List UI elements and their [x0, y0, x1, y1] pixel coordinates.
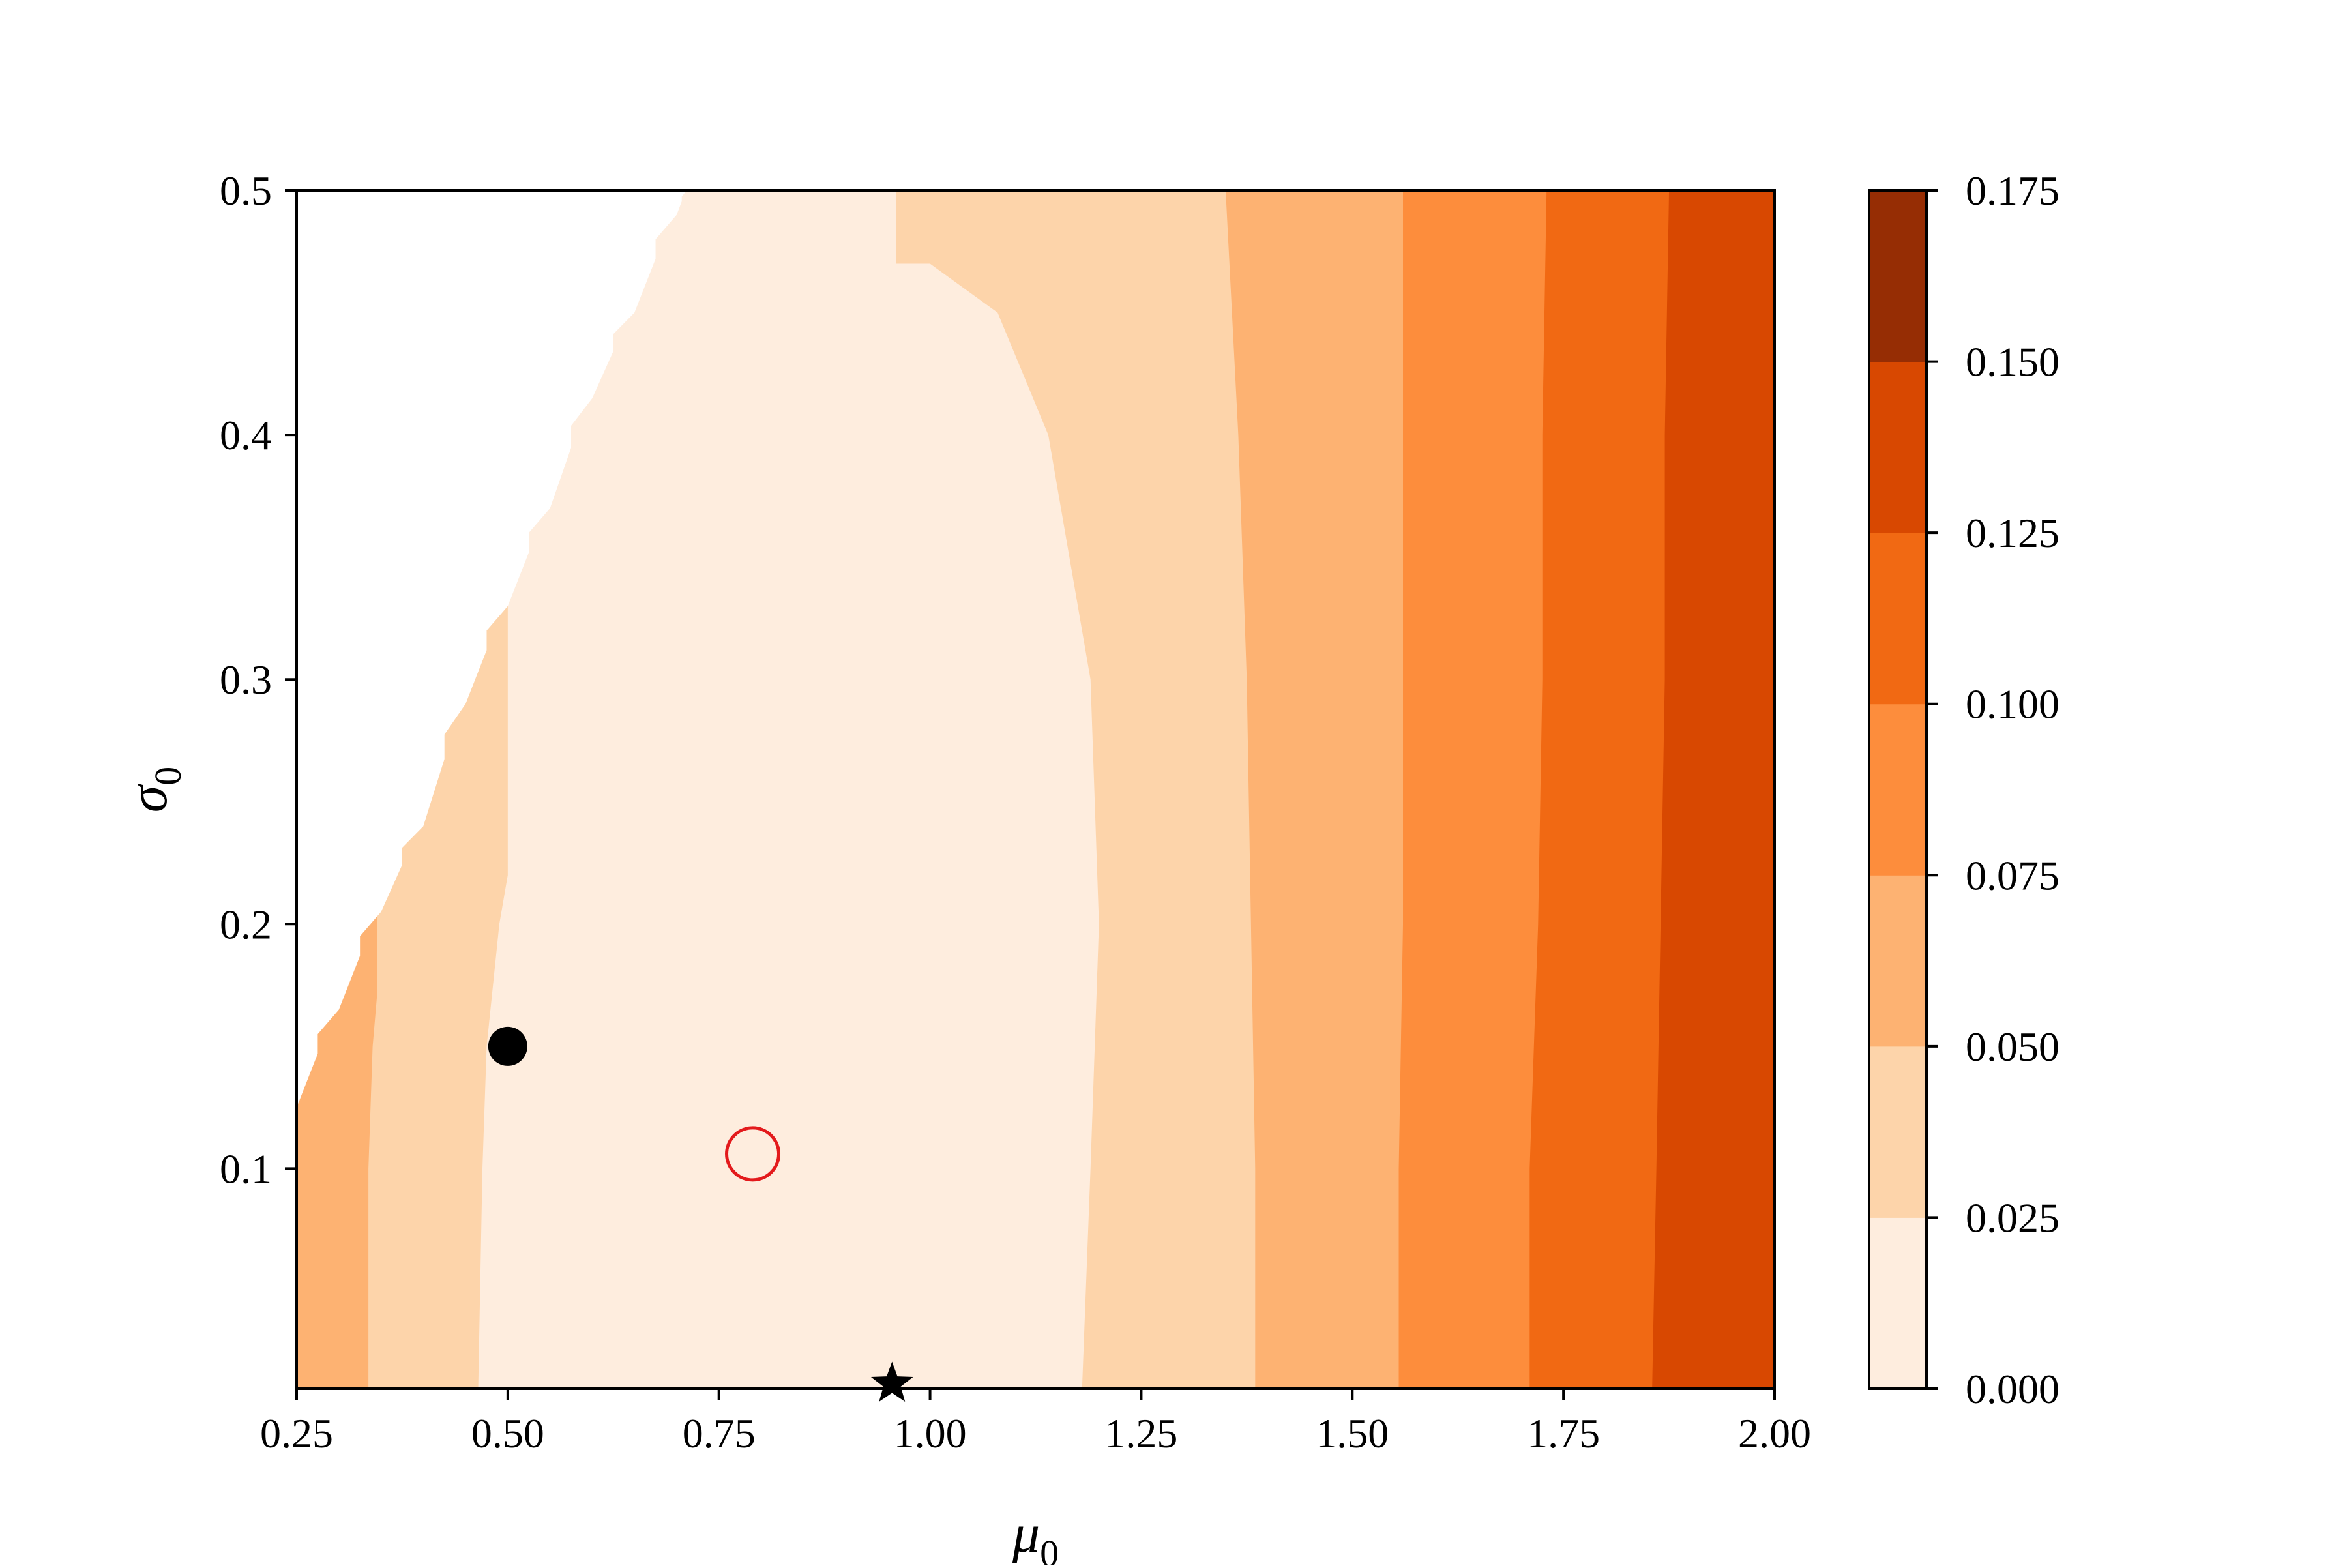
y-axis-title-sub: 0 — [147, 767, 189, 786]
y-tick-label: 0.1 — [220, 1146, 272, 1192]
colorbar-tick-label: 0.175 — [1966, 168, 2059, 214]
y-tick-label: 0.2 — [220, 901, 272, 947]
colorbar-tick-label: 0.075 — [1966, 852, 2059, 898]
y-tick-label: 0.3 — [220, 657, 272, 703]
colorbar-band — [1869, 533, 1926, 705]
colorbar-tick-label: 0.000 — [1966, 1366, 2059, 1412]
colorbar-band — [1869, 1217, 1926, 1389]
plot-frame — [295, 189, 1776, 1390]
colorbar-band — [1869, 875, 1926, 1047]
y-tick-label: 0.5 — [220, 168, 272, 214]
colorbar-tick-label: 0.150 — [1966, 339, 2059, 385]
colorbar-tick-label: 0.050 — [1966, 1024, 2059, 1070]
markers — [488, 1026, 913, 1402]
x-axis: 0.25 0.50 0.75 1.00 1.25 1.50 1.75 2.00 — [260, 1389, 1811, 1457]
x-axis-title-main: μ — [1012, 1503, 1040, 1564]
x-tick-label: 1.75 — [1527, 1410, 1600, 1457]
marker-star — [870, 1361, 913, 1402]
x-tick-label: 1.25 — [1104, 1410, 1177, 1457]
colorbar-band — [1869, 190, 1926, 362]
x-tick-label: 1.00 — [894, 1410, 967, 1457]
colorbar-tick-label: 0.025 — [1966, 1194, 2059, 1241]
y-axis-title: σ0 — [118, 767, 189, 812]
colorbar-tick-label: 0.100 — [1966, 681, 2059, 728]
x-tick-label: 0.25 — [260, 1410, 333, 1457]
marker-open-circle — [725, 1126, 781, 1182]
plot-area — [297, 190, 1775, 1389]
x-axis-title-sub: 0 — [1040, 1532, 1059, 1565]
undefined-region — [297, 190, 687, 1108]
y-tick-label: 0.4 — [220, 412, 272, 458]
colorbar-band — [1869, 361, 1926, 533]
colorbar: 0.000 0.025 0.050 0.075 0.100 0.125 0.150 0.175 — [1868, 168, 2059, 1412]
x-tick-label: 2.00 — [1738, 1410, 1811, 1457]
x-tick-label: 0.50 — [471, 1410, 544, 1457]
colorbar-band — [1869, 1046, 1926, 1218]
colorbar-tick-label: 0.125 — [1966, 510, 2059, 556]
x-axis-title: μ0 — [1012, 1503, 1059, 1565]
x-tick-label: 0.75 — [683, 1410, 756, 1457]
contour-band-5-right — [1652, 190, 1775, 1389]
y-axis: 0.1 0.2 0.3 0.4 0.5 — [220, 168, 297, 1192]
y-axis-title-main: σ — [118, 783, 179, 812]
x-tick-label: 1.50 — [1316, 1410, 1389, 1457]
colorbar-band — [1869, 703, 1926, 876]
marker-filled-circle — [488, 1026, 527, 1066]
colorbar-frame — [1868, 189, 1928, 1390]
